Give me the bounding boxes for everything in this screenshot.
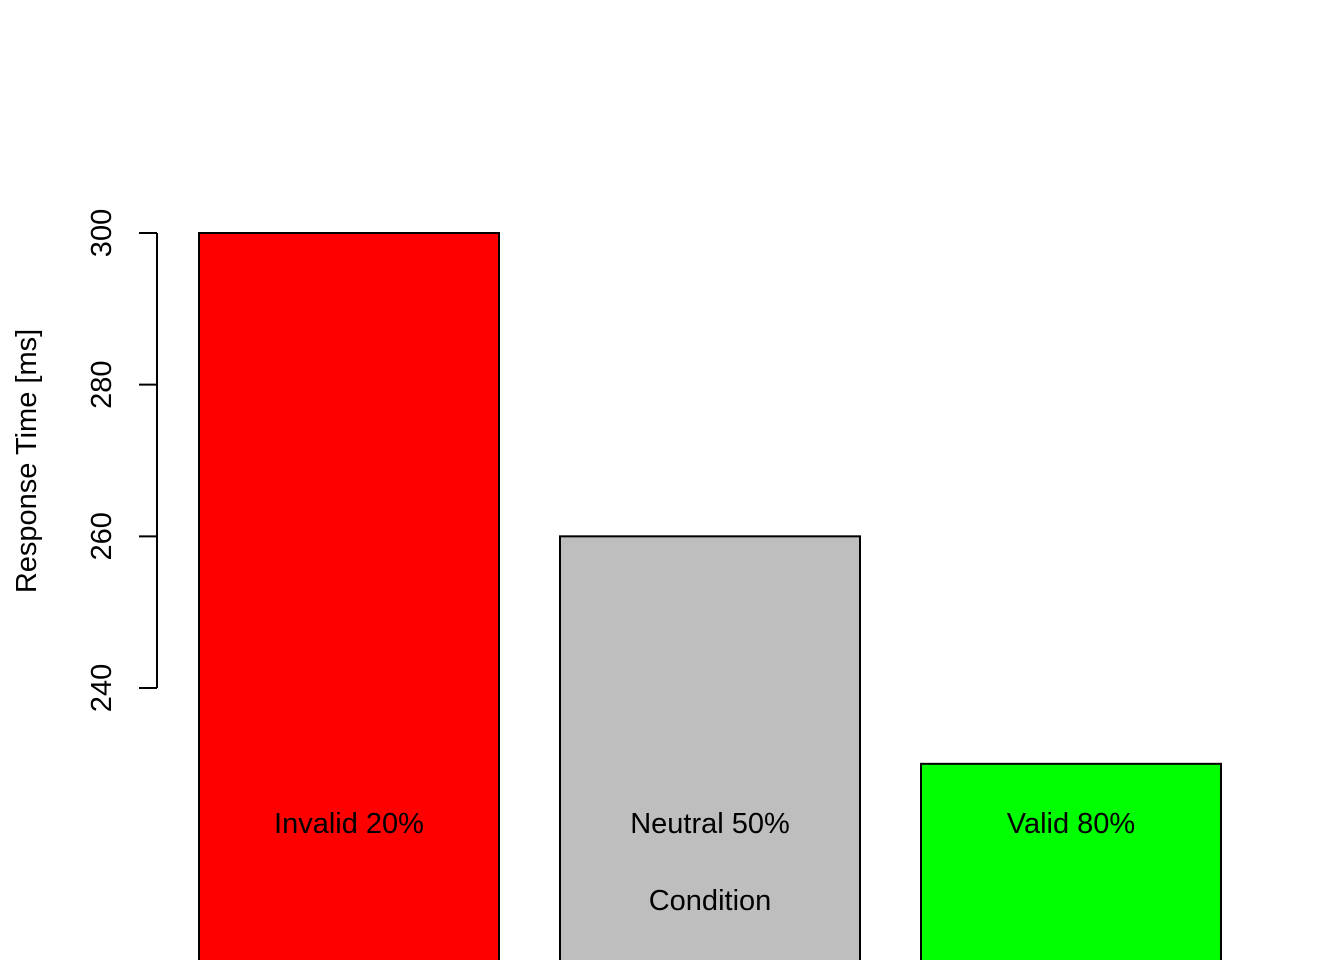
y-tick-label-240: 240 bbox=[86, 664, 118, 712]
category-label-2: Valid 80% bbox=[1007, 808, 1135, 840]
y-tick-label-300: 300 bbox=[86, 209, 118, 257]
y-axis: 240 260 280 300 bbox=[86, 209, 158, 712]
bars bbox=[198, 232, 1222, 960]
y-tick-label-280: 280 bbox=[86, 360, 118, 408]
bar-2 bbox=[920, 762, 1222, 960]
category-label-0: Invalid 20% bbox=[274, 808, 424, 840]
y-axis-label: Response Time [ms] bbox=[11, 329, 43, 593]
bar-1 bbox=[559, 535, 861, 960]
category-labels: Invalid 20% Neutral 50% Valid 80% bbox=[274, 808, 1135, 840]
x-axis-label: Condition bbox=[649, 885, 772, 917]
bar-0 bbox=[198, 232, 500, 960]
y-tick-label-260: 260 bbox=[86, 512, 118, 560]
category-label-1: Neutral 50% bbox=[630, 808, 790, 840]
